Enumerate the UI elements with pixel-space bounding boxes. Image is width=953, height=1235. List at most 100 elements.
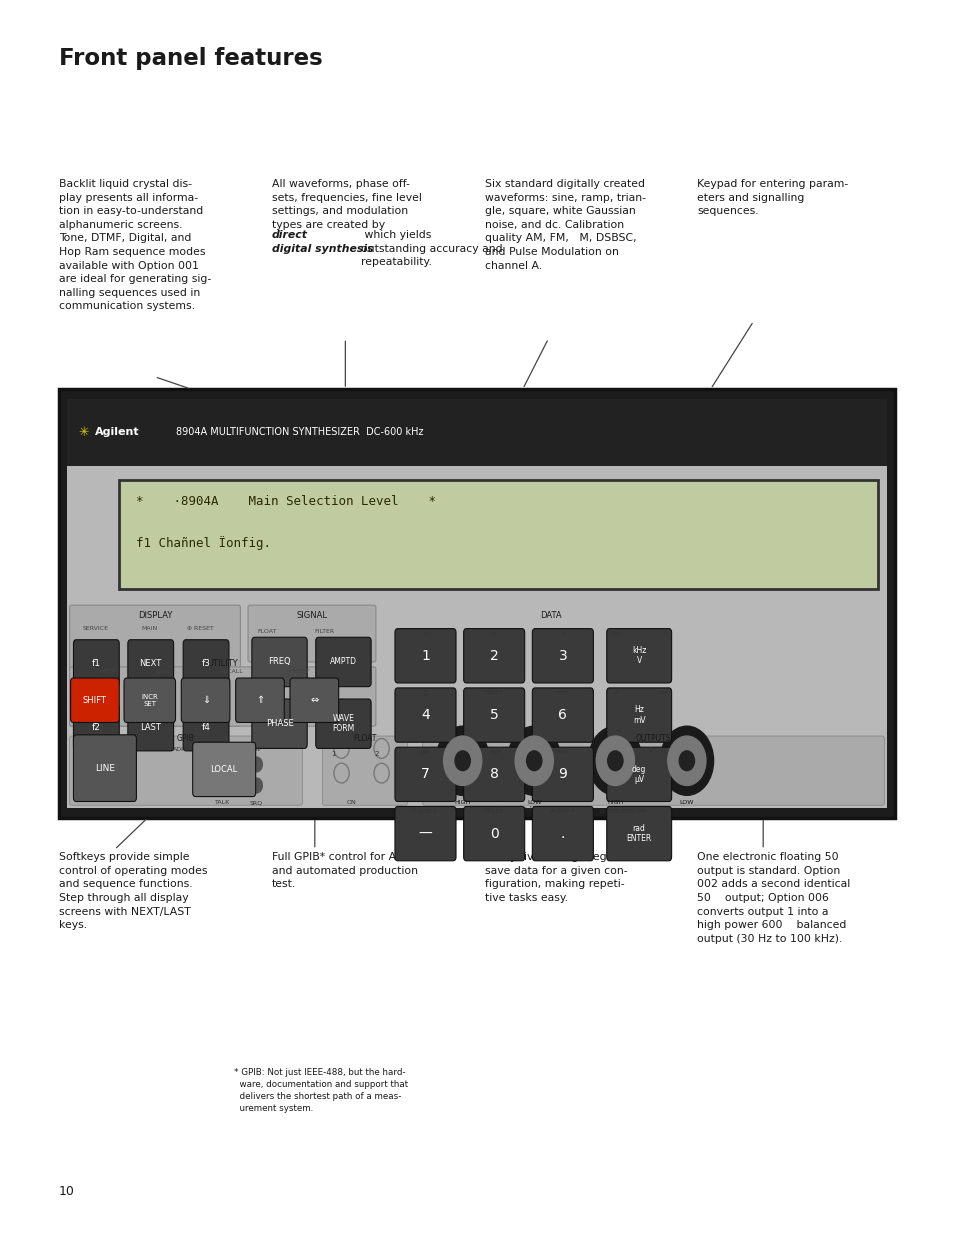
FancyBboxPatch shape — [70, 605, 240, 726]
Text: RECALL: RECALL — [219, 669, 242, 674]
Text: * DSB E: * DSB E — [413, 809, 437, 814]
Circle shape — [659, 726, 713, 795]
FancyBboxPatch shape — [606, 747, 671, 802]
Circle shape — [436, 726, 489, 795]
Text: ⇔: ⇔ — [310, 695, 318, 705]
FancyBboxPatch shape — [606, 629, 671, 683]
FancyBboxPatch shape — [606, 688, 671, 742]
FancyBboxPatch shape — [322, 736, 407, 805]
Text: 1: 1 — [496, 747, 500, 753]
FancyBboxPatch shape — [128, 704, 173, 751]
Text: 8: 8 — [489, 767, 498, 782]
Circle shape — [515, 736, 553, 785]
Text: WAVE
FORM: WAVE FORM — [332, 714, 355, 734]
Text: ⚠ MAX ± 10 V PK TO ≡: ⚠ MAX ± 10 V PK TO ≡ — [499, 806, 568, 811]
FancyBboxPatch shape — [422, 736, 883, 805]
Text: D END ON: D END ON — [614, 809, 646, 814]
Text: SAVE: SAVE — [156, 669, 172, 674]
FancyBboxPatch shape — [183, 704, 229, 751]
Text: SERVICE: SERVICE — [82, 626, 109, 631]
Text: 2: 2 — [648, 747, 653, 753]
Text: 0: 0 — [489, 826, 498, 841]
Text: OUTPUT: OUTPUT — [254, 690, 279, 695]
Text: which yields
outstanding accuracy and
repeatability.: which yields outstanding accuracy and re… — [360, 230, 501, 268]
Text: ∼: ∼ — [422, 631, 428, 636]
Text: OFF: OFF — [104, 747, 115, 752]
FancyBboxPatch shape — [252, 637, 307, 687]
Text: 2: 2 — [489, 648, 498, 663]
Text: 2: 2 — [375, 751, 378, 757]
Text: ∼: ∼ — [413, 626, 420, 636]
Text: Keypad for entering param-
eters and signalling
sequences.: Keypad for entering param- eters and sig… — [697, 179, 848, 216]
Text: ⇑: ⇑ — [255, 695, 264, 705]
FancyBboxPatch shape — [463, 688, 524, 742]
Bar — [59, 389, 894, 818]
Text: GPIB: GPIB — [177, 734, 194, 742]
Text: A: A — [614, 631, 618, 636]
Text: DESTN: DESTN — [315, 690, 336, 695]
Text: Backlit liquid crystal dis-
play presents all informa-
tion in easy-to-understan: Backlit liquid crystal dis- play present… — [59, 179, 212, 311]
Text: SIGNAL: SIGNAL — [296, 611, 327, 620]
Text: # OFF F: # OFF F — [550, 809, 575, 814]
Text: D END ON: D END ON — [599, 809, 632, 814]
Circle shape — [526, 751, 541, 771]
Text: —: — — [418, 826, 432, 841]
FancyBboxPatch shape — [193, 742, 255, 797]
FancyBboxPatch shape — [124, 678, 175, 722]
Text: OUTPUTS: OUTPUTS — [635, 734, 671, 742]
Text: DATA: DATA — [539, 611, 560, 620]
Text: ∼: ∼ — [550, 626, 558, 636]
Circle shape — [667, 736, 705, 785]
Circle shape — [251, 757, 262, 772]
Circle shape — [507, 726, 560, 795]
Text: DISPLAY: DISPLAY — [137, 611, 172, 620]
Circle shape — [216, 778, 228, 793]
FancyBboxPatch shape — [181, 678, 230, 722]
Text: RMT: RMT — [213, 747, 226, 752]
Text: ═══: ═══ — [557, 690, 568, 695]
FancyBboxPatch shape — [532, 747, 593, 802]
Text: LAST: LAST — [140, 722, 161, 732]
Circle shape — [216, 757, 228, 772]
FancyBboxPatch shape — [235, 678, 284, 722]
Text: .: . — [560, 826, 564, 841]
Text: SPECIAL: SPECIAL — [126, 690, 151, 695]
Text: ms: ms — [657, 690, 666, 695]
Text: 3: 3 — [558, 648, 567, 663]
Text: All waveforms, phase off-
sets, frequencies, fine level
settings, and modulation: All waveforms, phase off- sets, frequenc… — [272, 179, 421, 230]
Text: * GPIB: Not just IEEE-488, but the hard-
  ware, documentation and support that
: * GPIB: Not just IEEE-488, but the hard-… — [233, 1068, 408, 1113]
FancyBboxPatch shape — [71, 678, 119, 722]
Circle shape — [443, 736, 481, 785]
Text: LSTN: LSTN — [245, 747, 260, 752]
FancyBboxPatch shape — [532, 688, 593, 742]
FancyBboxPatch shape — [183, 640, 229, 687]
FancyBboxPatch shape — [606, 806, 671, 861]
Text: SHIFT: SHIFT — [83, 695, 107, 705]
Text: AMPTD: AMPTD — [330, 657, 356, 667]
Text: Softkeys provide simple
control of operating modes
and sequence functions.
Step : Softkeys provide simple control of opera… — [59, 852, 208, 930]
Text: 9: 9 — [558, 767, 567, 782]
Bar — [67, 399, 886, 466]
Text: ON: ON — [81, 747, 91, 752]
Text: LOW: LOW — [526, 800, 541, 805]
Text: ON: ON — [346, 800, 355, 805]
Text: TALK: TALK — [214, 800, 230, 805]
Text: Thirty-five storage registers
save data for a given con-
figuration, making repe: Thirty-five storage registers save data … — [484, 852, 636, 903]
Text: *    ·8904A    Main Selection Level    *: * ·8904A Main Selection Level * — [136, 495, 436, 509]
Text: FRESET: FRESET — [286, 669, 309, 674]
Circle shape — [455, 751, 470, 771]
Text: 8904A MULTIFUNCTION SYNTHESIZER  DC-600 kHz: 8904A MULTIFUNCTION SYNTHESIZER DC-600 k… — [176, 427, 423, 437]
Text: FLOAT: FLOAT — [257, 629, 276, 634]
Text: direct
digital synthesis: direct digital synthesis — [272, 230, 374, 254]
Text: ADRS: ADRS — [172, 747, 190, 752]
Text: 10: 10 — [59, 1184, 75, 1198]
Text: LOCAL: LOCAL — [211, 764, 237, 774]
FancyBboxPatch shape — [463, 629, 524, 683]
FancyBboxPatch shape — [290, 678, 338, 722]
Text: deg
μV: deg μV — [631, 764, 646, 784]
Text: PHASE: PHASE — [265, 719, 294, 729]
Text: ⇓: ⇓ — [201, 695, 210, 705]
FancyBboxPatch shape — [315, 699, 371, 748]
Text: AM: AM — [420, 750, 430, 755]
Text: Agilent: Agilent — [95, 427, 140, 437]
